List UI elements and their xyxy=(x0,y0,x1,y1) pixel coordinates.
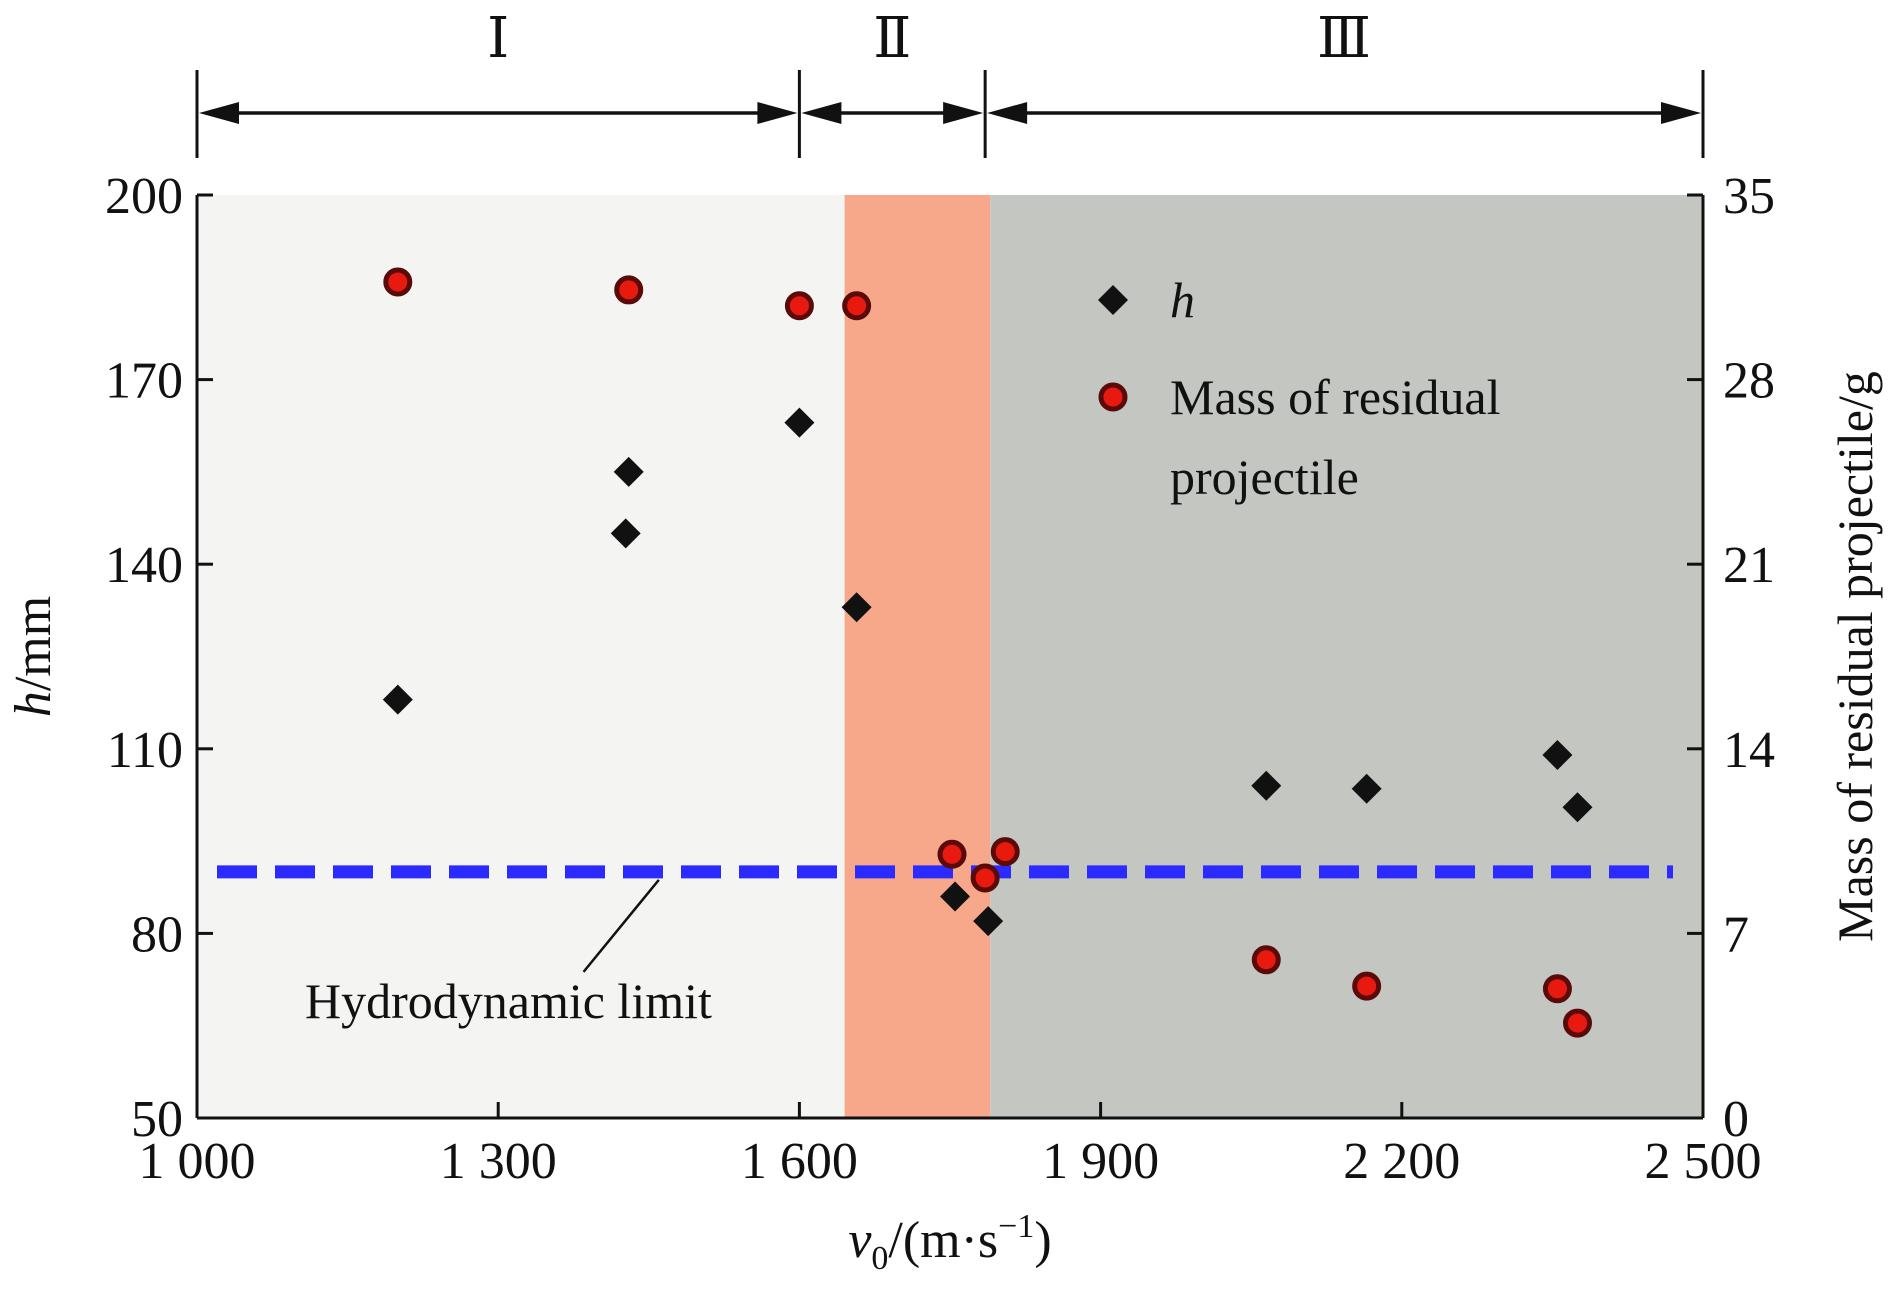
legend-mass-label-line2: projectile xyxy=(1170,449,1359,505)
right-y-tick-label-1: 0 xyxy=(1723,1091,1749,1148)
region-label-2: Ⅱ xyxy=(873,8,911,70)
x-axis-label: v0/(m·s−1) xyxy=(848,1208,1051,1277)
region-arrowhead-left-1 xyxy=(199,102,239,124)
axis-labels: v0/(m·s−1) h/mm Mass of residual project… xyxy=(5,371,1883,1277)
x-tick-label-5: 2 200 xyxy=(1343,1133,1460,1190)
left-y-tick-label-4: 140 xyxy=(105,537,183,594)
region-band-2 xyxy=(844,195,991,1118)
x-tick-label-3: 1 600 xyxy=(741,1133,858,1190)
legend-mass-label-line1: Mass of residual xyxy=(1170,369,1501,425)
legend-h-marker xyxy=(1098,285,1128,315)
mass-point-7 xyxy=(990,837,1020,867)
region-band-1 xyxy=(197,195,845,1118)
region-label-1: Ⅰ xyxy=(487,8,509,70)
h-point-10 xyxy=(1542,739,1573,770)
right-y-tick-label-6: 35 xyxy=(1723,168,1775,225)
legend-mass-marker xyxy=(1098,382,1128,412)
mass-point-9 xyxy=(1352,971,1382,1001)
data-points xyxy=(382,267,1593,1038)
region-arrowhead-left-3 xyxy=(987,102,1028,124)
mass-point-3 xyxy=(784,291,814,321)
region-arrowhead-right-1 xyxy=(757,102,798,124)
mass-point-1 xyxy=(383,267,413,297)
right-y-tick-label-2: 7 xyxy=(1723,906,1749,963)
region-label-3: Ⅲ xyxy=(1317,8,1371,70)
left-y-tick-label-6: 200 xyxy=(105,168,183,225)
h-point-5 xyxy=(841,592,872,623)
region-arrowhead-right-3 xyxy=(1661,102,1701,124)
legend: h Mass of residual projectile xyxy=(1098,272,1501,505)
x-axis-label-unit: /(m·s xyxy=(888,1212,998,1269)
axes: 1 000 1 300 1 600 1 900 2 200 2 5005080110140… xyxy=(105,168,1775,1190)
x-tick-label-6: 2 500 xyxy=(1645,1133,1762,1190)
region-arrowhead-left-2 xyxy=(801,102,842,124)
left-y-tick-label-5: 170 xyxy=(105,353,183,410)
left-y-tick-label-2: 80 xyxy=(131,906,183,963)
left-y-axis-label-var: h xyxy=(5,691,62,717)
h-point-11 xyxy=(1562,792,1593,823)
right-y-tick-label-5: 28 xyxy=(1723,353,1775,410)
h-point-4 xyxy=(784,407,815,438)
mass-point-10 xyxy=(1542,974,1572,1004)
h-point-3 xyxy=(610,518,641,549)
left-y-tick-label-3: 110 xyxy=(107,722,183,779)
h-point-2 xyxy=(613,456,644,487)
h-point-7 xyxy=(973,906,1004,937)
hydrodynamic-limit-pointer xyxy=(582,879,660,973)
legend-h-label: h xyxy=(1170,272,1195,328)
region-headers: Ⅰ Ⅱ Ⅲ xyxy=(195,8,1705,158)
mass-point-4 xyxy=(842,291,872,321)
x-axis-label-var: v xyxy=(848,1212,872,1269)
region-backgrounds xyxy=(197,195,1703,1118)
right-y-axis-label: Mass of residual projectile/g xyxy=(1827,371,1883,942)
x-axis-label-end: ) xyxy=(1034,1212,1051,1269)
left-y-axis-label-unit: /mm xyxy=(5,596,62,691)
right-y-tick-label-3: 14 xyxy=(1723,722,1775,779)
h-point-6 xyxy=(940,881,971,912)
hydrodynamic-limit-label: Hydrodynamic limit xyxy=(305,973,712,1029)
left-y-tick-label-1: 50 xyxy=(131,1091,183,1148)
h-point-8 xyxy=(1251,770,1282,801)
region-arrowhead-right-2 xyxy=(943,102,984,124)
mass-point-11 xyxy=(1563,1008,1592,1038)
x-axis-label-sub: 0 xyxy=(871,1240,888,1277)
left-y-axis-label: h/mm xyxy=(5,596,62,717)
x-tick-label-1: 1 000 xyxy=(139,1133,256,1190)
x-axis-label-sup: −1 xyxy=(998,1208,1034,1245)
h-point-1 xyxy=(382,684,413,715)
x-tick-label-4: 1 900 xyxy=(1042,1133,1159,1190)
h-point-9 xyxy=(1351,773,1382,804)
mass-point-8 xyxy=(1251,945,1281,975)
x-tick-label-2: 1 300 xyxy=(440,1133,557,1190)
mass-point-2 xyxy=(614,275,644,305)
hydrodynamic-limit: Hydrodynamic limit xyxy=(217,865,1673,1029)
region-band-3 xyxy=(990,195,1703,1118)
mass-point-6 xyxy=(970,863,1000,893)
right-y-tick-label-4: 21 xyxy=(1723,537,1775,594)
mass-point-5 xyxy=(937,839,967,869)
